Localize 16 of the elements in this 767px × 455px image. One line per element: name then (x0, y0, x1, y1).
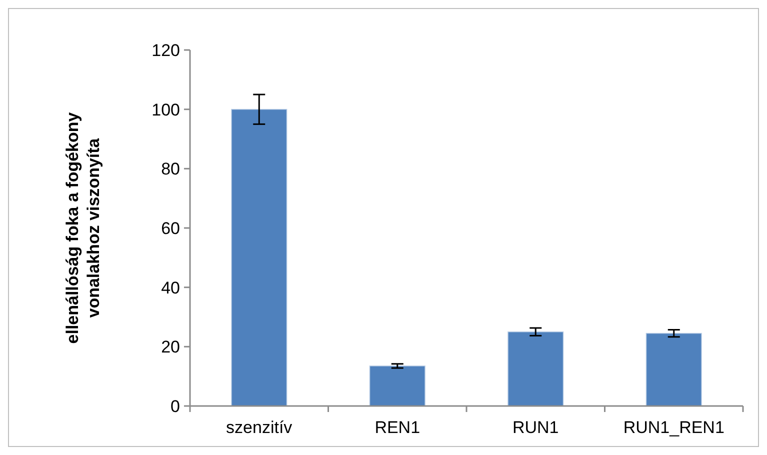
y-tick-label: 40 (161, 278, 180, 298)
y-tick-label: 20 (161, 338, 180, 357)
x-tick-label: REN1 (374, 418, 420, 437)
y-tick-label: 80 (161, 160, 180, 179)
y-tick-label: 0 (170, 396, 180, 416)
y-tick-label: 100 (152, 100, 180, 120)
x-tick-label: szenzitív (226, 418, 293, 437)
y-tick-label: 120 (152, 40, 180, 60)
bar (646, 332, 702, 406)
bar (369, 366, 426, 406)
bar (231, 108, 288, 406)
y-tick-label: 60 (161, 218, 180, 238)
bar (508, 331, 564, 406)
x-tick-label: RUN1 (512, 418, 559, 437)
x-tick-label: RUN1_REN1 (623, 418, 724, 437)
y-axis-title: ellenállóság foka a fogékony vonalakhoz viszonyíta (63, 112, 103, 344)
